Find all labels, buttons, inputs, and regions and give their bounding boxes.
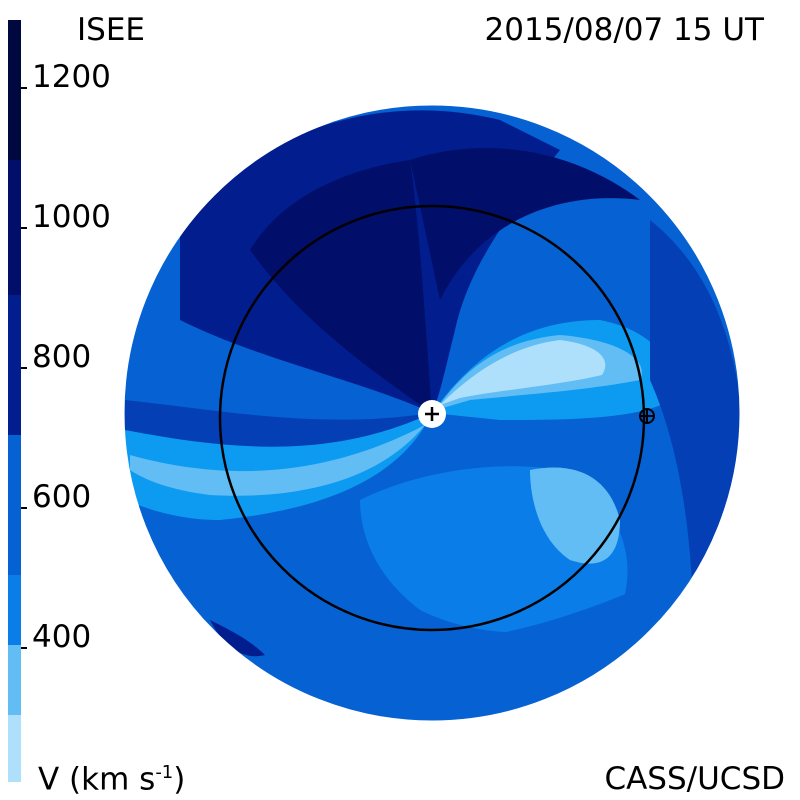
velocity-band-lowest (440, 340, 606, 405)
earth-orbit (218, 204, 646, 632)
earth-marker (639, 408, 655, 424)
velocity-band-very-high (410, 148, 640, 300)
velocity-band-high (210, 620, 265, 657)
credit-label: CASS/UCSD (604, 761, 785, 797)
colorbar-tick (21, 87, 27, 89)
velocity-band-very-low (130, 425, 425, 496)
colorbar-band (8, 645, 21, 715)
colorbar-tick-label: 400 (32, 619, 92, 655)
colorbar-tick (21, 367, 27, 369)
datetime-label: 2015/08/07 15 UT (484, 12, 764, 48)
colorbar-band (8, 435, 21, 575)
colorbar-band (8, 715, 21, 782)
colorbar-band (8, 20, 21, 160)
sun-marker (418, 400, 446, 428)
colorbar-tick (21, 227, 27, 229)
colorbar-tick (21, 507, 27, 509)
quantity-label-exponent: -1 (155, 762, 174, 783)
velocity-band-very-low (530, 467, 620, 564)
quantity-label-text: V (km s (38, 761, 156, 798)
map-disk-edge (123, 104, 741, 722)
quantity-label-close: ) (173, 761, 186, 798)
colorbar-tick-label: 800 (32, 339, 92, 375)
colorbar-band (8, 295, 21, 435)
colorbar-tick-label: 1200 (32, 59, 111, 95)
colorbar-band (8, 160, 21, 295)
velocity-band-very-high (250, 160, 432, 413)
velocity-colorbar (8, 20, 21, 782)
colorbar-tick-label: 1000 (32, 199, 111, 235)
model-title: ISEE (77, 12, 145, 48)
colorbar-band (8, 575, 21, 645)
quantity-label: V (km s-1) (38, 764, 185, 795)
colorbar-tick-label: 600 (32, 479, 92, 515)
colorbar-tick (21, 647, 27, 649)
